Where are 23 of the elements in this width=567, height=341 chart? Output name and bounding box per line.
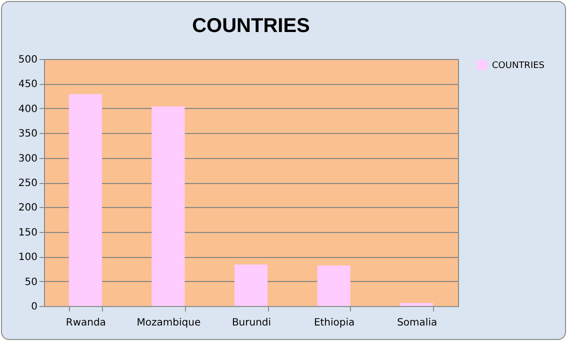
y-tick-label: 50 xyxy=(24,276,38,288)
y-tick-label: 450 xyxy=(18,79,38,90)
x-tick-label: Ethiopia xyxy=(314,318,355,328)
bar xyxy=(234,264,268,306)
y-tick-label: 250 xyxy=(18,178,38,189)
x-tick-label: Somalia xyxy=(397,318,438,328)
y-tick-label: 400 xyxy=(18,104,38,115)
y-tick-label: 350 xyxy=(18,128,38,140)
bar xyxy=(68,94,102,306)
y-tick-label: 150 xyxy=(18,227,38,238)
y-tick-label: 0 xyxy=(31,302,38,312)
y-tick-label: 300 xyxy=(18,153,38,164)
bar xyxy=(152,106,185,306)
chart-title: COUNTRIES xyxy=(192,15,310,37)
y-tick-label: 200 xyxy=(18,202,38,214)
y-tick-label: 500 xyxy=(18,54,38,66)
bar xyxy=(400,303,434,306)
y-tick-label: 100 xyxy=(18,252,38,264)
x-tick-label: Mozambique xyxy=(136,318,201,328)
x-tick-label: Rwanda xyxy=(66,318,106,328)
x-tick-label: Burundi xyxy=(232,318,272,328)
bar xyxy=(317,265,350,306)
legend-label: COUNTRIES xyxy=(492,61,545,71)
